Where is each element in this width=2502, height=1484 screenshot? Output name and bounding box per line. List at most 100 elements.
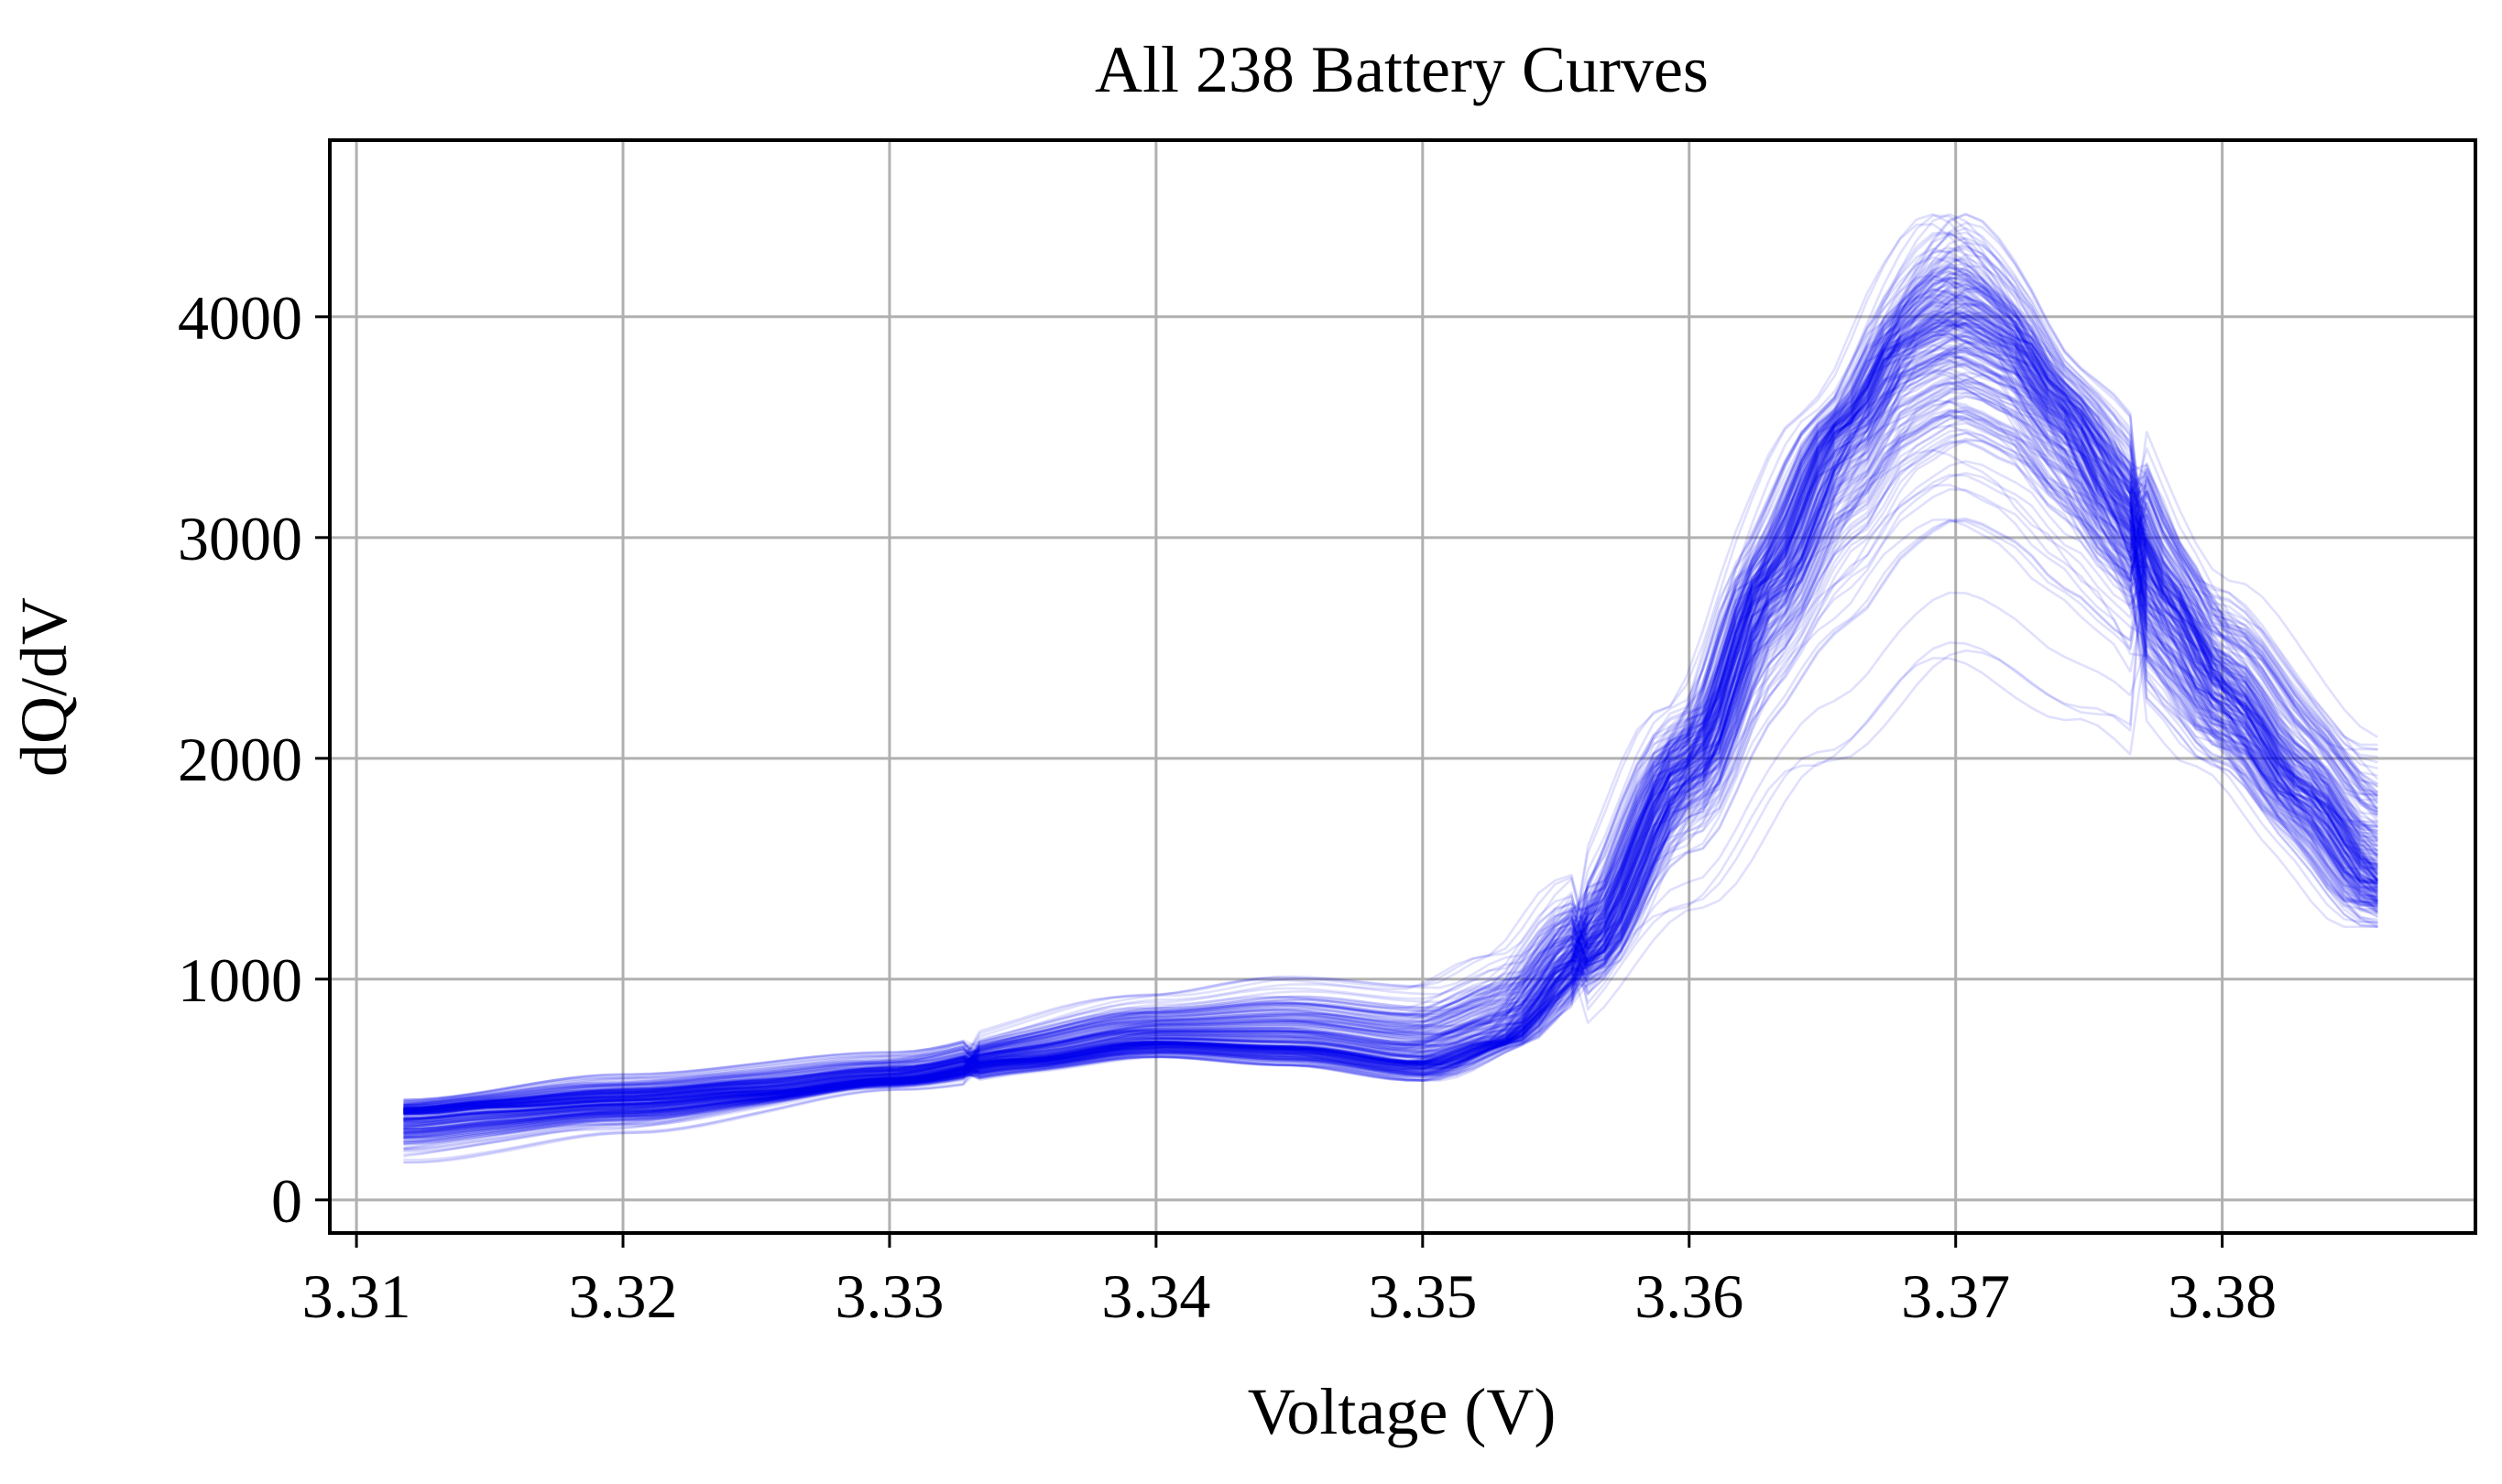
battery-curve	[403, 308, 2378, 1110]
battery-curve	[403, 394, 2378, 1135]
battery-curve	[403, 319, 2378, 1126]
battery-curve	[403, 286, 2378, 1111]
battery-curve	[403, 312, 2378, 1115]
battery-curve	[403, 409, 2378, 1130]
battery-curve	[403, 517, 2378, 1128]
battery-curve	[403, 346, 2378, 1115]
battery-curve	[403, 310, 2378, 1109]
x-tick-label: 3.35	[1368, 1261, 1477, 1331]
battery-curve	[403, 351, 2378, 1113]
battery-curve	[403, 379, 2378, 1116]
battery-curve	[403, 297, 2378, 1111]
battery-curve	[403, 293, 2378, 1107]
battery-curve	[403, 315, 2378, 1111]
battery-curve	[403, 267, 2378, 1110]
battery-curve	[403, 519, 2378, 1111]
y-tick-label: 0	[271, 1166, 302, 1236]
battery-curve	[403, 344, 2378, 1106]
battery-curve	[403, 311, 2378, 1111]
battery-curve	[403, 322, 2378, 1113]
battery-curve	[403, 382, 2378, 1115]
battery-curve	[403, 246, 2378, 1107]
battery-curve	[403, 351, 2378, 1137]
battery-curve	[403, 266, 2378, 1121]
battery-curve	[403, 431, 2378, 1139]
battery-curve	[403, 362, 2378, 1164]
battery-curve	[403, 335, 2378, 1111]
battery-curve	[403, 417, 2378, 1115]
battery-curve	[403, 267, 2378, 1126]
battery-curve	[403, 283, 2378, 1112]
battery-curve	[403, 221, 2378, 1111]
battery-curve	[403, 353, 2378, 1140]
battery-curve	[403, 424, 2378, 1120]
battery-curve	[403, 213, 2378, 1113]
y-tick-label: 3000	[178, 504, 302, 573]
battery-curve	[403, 371, 2378, 1120]
battery-curve	[403, 272, 2378, 1142]
battery-curve	[403, 525, 2378, 1146]
battery-curve	[403, 276, 2378, 1122]
battery-curve	[403, 472, 2378, 1143]
battery-curve	[403, 292, 2378, 1112]
battery-curve	[403, 272, 2378, 1130]
battery-curve	[403, 332, 2378, 1102]
x-tick-label: 3.38	[2168, 1261, 2277, 1331]
battery-curve	[403, 255, 2378, 1113]
battery-curve	[403, 309, 2378, 1127]
battery-curve	[403, 246, 2378, 1119]
battery-curve	[403, 263, 2378, 1113]
battery-curve	[403, 340, 2378, 1130]
battery-curve	[403, 301, 2378, 1109]
battery-curve	[403, 391, 2378, 1111]
battery-curve	[403, 323, 2378, 1113]
battery-curve	[403, 294, 2378, 1101]
x-tick-label: 3.34	[1101, 1261, 1210, 1331]
battery-curve	[403, 317, 2378, 1128]
battery-curve	[403, 349, 2378, 1115]
battery-curve	[403, 311, 2378, 1121]
battery-curve	[403, 271, 2378, 1111]
battery-curve	[403, 406, 2378, 1138]
battery-curve	[403, 414, 2378, 1139]
battery-curve	[403, 269, 2378, 1111]
battery-curve	[403, 322, 2378, 1134]
battery-curve	[403, 283, 2378, 1105]
battery-curve	[403, 484, 2378, 1113]
battery-curve	[403, 322, 2378, 1119]
battery-curve	[403, 241, 2378, 1115]
battery-curve	[403, 373, 2378, 1112]
battery-curve	[403, 332, 2378, 1140]
battery-curve	[403, 363, 2378, 1129]
battery-curve	[403, 285, 2378, 1111]
battery-curve	[403, 440, 2378, 1128]
battery-curve	[403, 213, 2378, 1123]
battery-curve	[403, 297, 2378, 1120]
battery-curve	[403, 247, 2378, 1115]
battery-curve	[403, 311, 2378, 1110]
battery-curve	[403, 314, 2378, 1110]
battery-curve	[403, 250, 2378, 1133]
x-tick-label: 3.33	[835, 1261, 944, 1331]
battery-curve	[403, 268, 2378, 1143]
battery-curve	[403, 334, 2378, 1132]
battery-curve	[403, 253, 2378, 1120]
battery-curve	[403, 247, 2378, 1107]
chart-title: All 238 Battery Curves	[1095, 33, 1709, 106]
battery-curve	[403, 278, 2378, 1119]
battery-curve	[403, 290, 2378, 1111]
y-tick-label: 2000	[178, 725, 302, 794]
battery-curve	[403, 213, 2378, 1105]
battery-curve	[403, 301, 2378, 1108]
battery-curve	[403, 296, 2378, 1140]
battery-curve	[403, 318, 2378, 1124]
battery-curve	[403, 342, 2378, 1133]
x-axis-ticks: 3.31 3.32 3.33 3.34 3.35 3.36 3.37 3.38	[302, 1233, 2277, 1331]
battery-curve	[403, 414, 2378, 1116]
battery-curve	[403, 414, 2378, 1108]
battery-curve	[403, 346, 2378, 1133]
battery-curve	[403, 278, 2378, 1115]
battery-curve	[403, 349, 2378, 1120]
